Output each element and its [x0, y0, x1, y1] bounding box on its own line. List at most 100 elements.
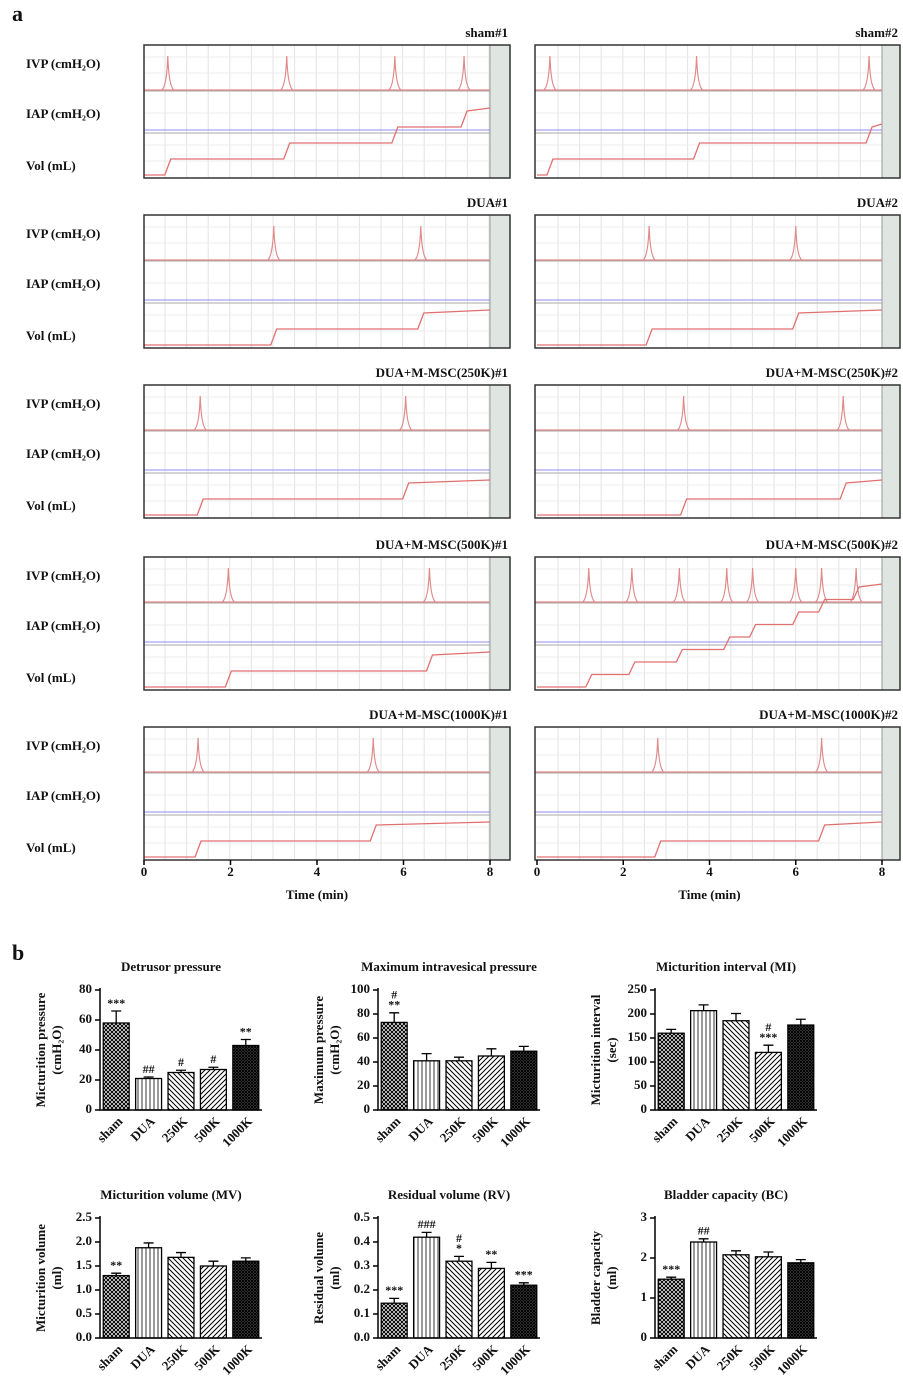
bar [446, 1061, 472, 1110]
bar [381, 1303, 407, 1338]
significance-mark: ## [698, 1224, 710, 1238]
error-bar [176, 1253, 186, 1258]
trace-scale-strip [490, 727, 510, 860]
bar [755, 1257, 781, 1338]
trace-title: DUA+M-MSC(250K)#2 [766, 365, 898, 380]
figure: a b sham#1 IVP (cmH₂O) IAP (cmH₂O) Vol (mL)… [0, 0, 903, 1387]
chart-title: Micturition volume (MV) [100, 1187, 242, 1202]
y-tick-label: 150 [628, 1029, 648, 1044]
chart-title: Maximum intravesical pressure [361, 959, 537, 974]
error-bar [454, 1256, 464, 1261]
bar [446, 1261, 472, 1338]
y-tick-label: 1.0 [76, 1281, 92, 1296]
x-tick-label: sham [372, 1342, 404, 1374]
bar [478, 1056, 504, 1110]
trace-frame [144, 557, 510, 690]
error-bar [389, 1298, 399, 1303]
x-axis-label: Time (min) [678, 887, 740, 902]
bar [658, 1033, 684, 1110]
row-label: IAP (cmH₂O) [26, 618, 100, 633]
row-label: Vol (mL) [26, 840, 76, 855]
y-tick-label: 3 [641, 1209, 648, 1224]
trace-scale-strip [490, 385, 510, 518]
x-tick-label: 6 [793, 864, 800, 879]
x-tick-label: 250K [437, 1113, 469, 1145]
x-tick-label: 1000K [497, 1341, 534, 1378]
x-tick-label: 1000K [774, 1113, 811, 1150]
bar [233, 1261, 259, 1338]
significance-mark: *** [107, 996, 125, 1010]
error-bar [111, 1011, 121, 1023]
error-bar [763, 1252, 773, 1257]
bar [103, 1023, 129, 1110]
bar [414, 1237, 440, 1338]
bar [168, 1257, 194, 1338]
trace-frame [535, 385, 900, 518]
x-tick-label: 250K [159, 1341, 191, 1373]
error-bar [486, 1262, 496, 1268]
y-axis-label: (cmH₂O) [49, 1025, 64, 1074]
bar [691, 1011, 717, 1110]
trace-title: DUA+M-MSC(250K)#1 [376, 365, 508, 380]
panel-label: a [12, 1, 23, 26]
x-tick-label: 250K [159, 1113, 191, 1145]
error-bar [796, 1019, 806, 1025]
y-tick-label: 20 [79, 1071, 92, 1086]
trace-scale-strip [882, 45, 900, 178]
y-tick-label: 80 [79, 981, 92, 996]
trace-title: DUA+M-MSC(1000K)#1 [369, 707, 508, 722]
x-tick-label: 6 [400, 864, 407, 879]
x-tick-label: 250K [437, 1341, 469, 1373]
significance-mark: *** [515, 1268, 533, 1282]
row-label: IVP (cmH₂O) [26, 56, 100, 71]
row-label: Vol (mL) [26, 328, 76, 343]
y-axis-label: Micturition volume [33, 1224, 48, 1332]
y-tick-label: 40 [357, 1053, 370, 1068]
x-tick-label: 1000K [774, 1341, 811, 1378]
x-tick-label: 500K [746, 1113, 778, 1145]
y-tick-label: 80 [357, 1005, 370, 1020]
x-tick-label: 250K [714, 1113, 746, 1145]
trace-title: sham#1 [465, 25, 508, 40]
trace-frame [144, 215, 510, 348]
trace-title: DUA#1 [467, 195, 508, 210]
x-tick-label: sham [94, 1342, 126, 1374]
y-tick-label: 100 [628, 1053, 648, 1068]
x-tick-label: 4 [314, 864, 321, 879]
y-tick-label: 0.1 [354, 1305, 370, 1320]
row-label: IAP (cmH₂O) [26, 106, 100, 121]
x-tick-label: 500K [191, 1113, 223, 1145]
x-tick-label: 500K [469, 1341, 501, 1373]
y-tick-label: 1 [641, 1289, 648, 1304]
panel-label: b [12, 940, 24, 965]
x-tick-label: 4 [706, 864, 713, 879]
x-tick-label: 500K [191, 1341, 223, 1373]
trace-title: DUA+M-MSC(500K)#2 [766, 537, 898, 552]
significance-mark: ** [485, 1247, 497, 1261]
chart-title: Detrusor pressure [121, 959, 221, 974]
y-tick-label: 60 [79, 1011, 92, 1026]
row-label: IVP (cmH₂O) [26, 396, 100, 411]
bar [478, 1268, 504, 1338]
row-label: IVP (cmH₂O) [26, 568, 100, 583]
bar [136, 1079, 162, 1111]
bar [691, 1242, 717, 1338]
x-tick-label: sham [94, 1114, 126, 1146]
bar [723, 1021, 749, 1110]
row-label: IVP (cmH₂O) [26, 226, 100, 241]
x-tick-label: 2 [620, 864, 627, 879]
row-label: Vol (mL) [26, 498, 76, 513]
significance-mark: *** [385, 1283, 403, 1297]
error-bar [389, 1013, 399, 1023]
significance-mark: ** [110, 1258, 122, 1272]
row-label: IAP (cmH₂O) [26, 276, 100, 291]
y-axis-label: Residual volume [311, 1232, 326, 1324]
bar [511, 1285, 537, 1338]
y-tick-label: 0.0 [354, 1329, 370, 1344]
error-bar [699, 1005, 709, 1011]
chart-title: Bladder capacity (BC) [664, 1187, 788, 1202]
significance-mark: *** [759, 1030, 777, 1044]
row-label: IAP (cmH₂O) [26, 446, 100, 461]
trace-scale-strip [882, 385, 900, 518]
y-axis-label: (ml) [49, 1266, 64, 1289]
